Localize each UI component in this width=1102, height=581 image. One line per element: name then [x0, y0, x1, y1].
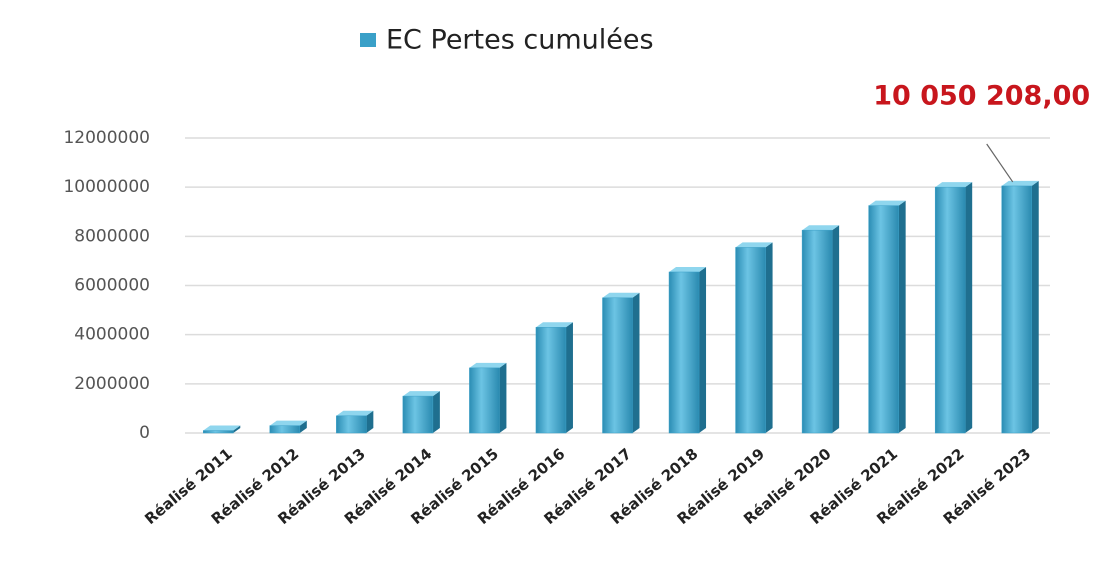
bar-side: [1031, 180, 1039, 433]
bar-3d: [801, 225, 840, 434]
bar-side: [765, 242, 773, 433]
y-tick-label: 10000000: [63, 177, 150, 197]
bar-side: [699, 266, 707, 433]
y-tick-label: 6000000: [74, 276, 150, 296]
bar-3d: [868, 200, 906, 434]
bar-3d: [1001, 180, 1039, 434]
bar-3d: [602, 292, 640, 434]
y-tick-label: 0: [139, 423, 150, 443]
bar: [668, 271, 700, 434]
bar: [469, 367, 500, 434]
bar-top: [336, 410, 374, 416]
bar-3d: [336, 410, 374, 434]
bar-3d: [269, 420, 307, 434]
bar-top: [935, 182, 973, 188]
bar: [535, 327, 567, 434]
bar-top: [1001, 180, 1039, 186]
bar-side: [366, 410, 374, 433]
bar-top: [868, 200, 906, 206]
bar-top: [203, 425, 241, 431]
bar: [402, 395, 434, 434]
bar-top: [535, 322, 573, 328]
bar: [336, 415, 367, 434]
legend-label: EC Pertes cumulées: [386, 25, 654, 56]
y-tick-label: 2000000: [74, 374, 150, 394]
legend-swatch: [360, 33, 376, 47]
bar-side: [299, 420, 307, 433]
bar-top: [402, 391, 440, 397]
bar: [1001, 185, 1032, 434]
bar: [801, 229, 833, 434]
bar: [203, 430, 234, 434]
bar-side: [632, 292, 640, 433]
bar-top: [669, 266, 707, 272]
bar: [269, 425, 301, 434]
bar: [602, 297, 633, 434]
bar-3d: [203, 425, 241, 434]
bar-3d: [934, 182, 973, 434]
bar-side: [565, 322, 573, 433]
data-label: 10 050 208,00: [873, 81, 1090, 112]
bar-top: [802, 225, 840, 231]
bar: [934, 186, 966, 434]
y-tick-label: 12000000: [63, 128, 150, 148]
bar-3d: [402, 391, 440, 434]
bar-side: [898, 200, 906, 433]
bar-side: [832, 225, 840, 433]
bar-3d: [469, 362, 507, 434]
bar-3d: [668, 266, 707, 434]
bar-3d: [535, 322, 573, 434]
bar-side: [432, 391, 440, 433]
bar-top: [269, 420, 307, 426]
y-tick-label: 4000000: [74, 325, 150, 345]
bar-top: [602, 292, 640, 298]
bar-top: [735, 242, 773, 248]
bar-3d: [735, 242, 773, 434]
bar-side: [233, 425, 241, 433]
bar-side: [965, 182, 973, 433]
label-leader: [986, 143, 1014, 183]
bar: [868, 205, 899, 434]
bar-top: [469, 362, 507, 368]
bar-side: [499, 362, 507, 433]
bar: [735, 247, 766, 434]
y-tick-label: 8000000: [74, 226, 150, 246]
